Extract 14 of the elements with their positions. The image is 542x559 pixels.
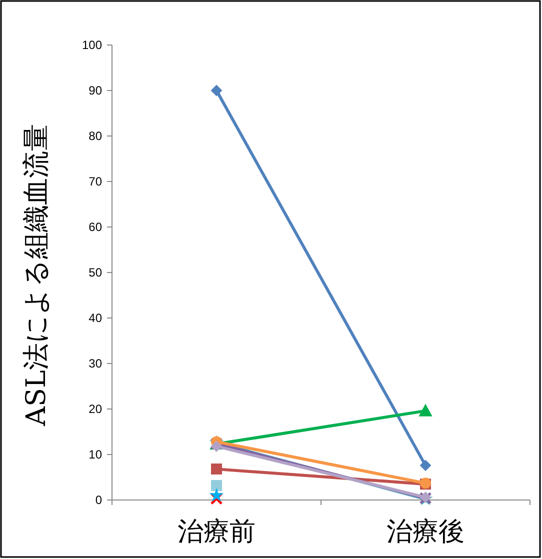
y-axis-title: ASL法による組織血流量 <box>21 124 52 427</box>
y-tick-label: 30 <box>88 356 102 370</box>
y-tick-label: 60 <box>88 220 102 234</box>
x-tick-label: 治療後 <box>386 517 464 547</box>
y-tick-label: 50 <box>88 266 102 280</box>
x-tick-label: 治療前 <box>178 517 256 547</box>
y-tick-label: 20 <box>88 402 102 416</box>
y-tick-label: 10 <box>88 448 102 462</box>
y-tick-label: 40 <box>88 311 102 325</box>
y-tick-label: 70 <box>88 174 102 188</box>
y-tick-label: 0 <box>95 493 102 507</box>
y-tick-label: 80 <box>88 129 102 143</box>
y-tick-label: 90 <box>88 84 102 98</box>
y-tick-label: 100 <box>82 38 102 52</box>
